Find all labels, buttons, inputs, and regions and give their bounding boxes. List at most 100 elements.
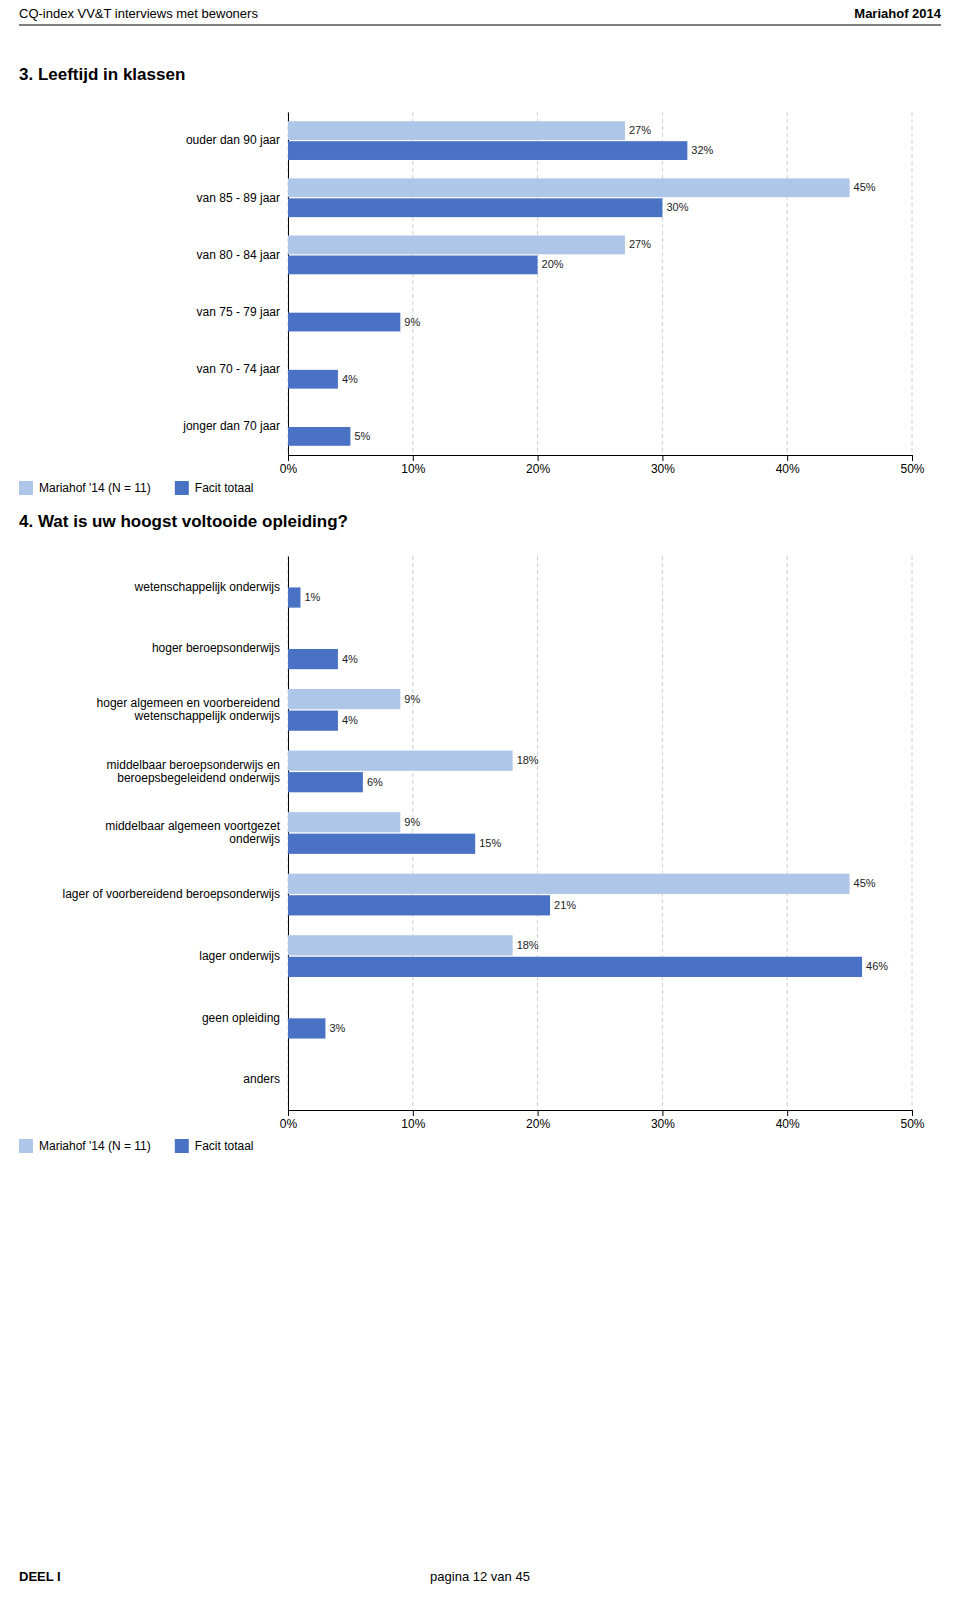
- legend-swatch: [175, 1139, 189, 1153]
- bar: [288, 141, 687, 160]
- bar: [288, 178, 850, 197]
- tick: 50%: [900, 1110, 924, 1131]
- category-label: van 75 - 79 jaar: [197, 305, 280, 319]
- bar: [288, 293, 289, 312]
- grid-line: [662, 556, 663, 1110]
- bar: [288, 834, 475, 854]
- legend-item: Facit totaal: [175, 481, 254, 495]
- tick: 30%: [651, 455, 675, 476]
- tick-label: 10%: [401, 462, 425, 476]
- legend-swatch: [19, 1139, 33, 1153]
- data-label: 9%: [404, 816, 420, 828]
- grid-line: [412, 112, 413, 455]
- bar: [288, 198, 662, 217]
- legend-item: Mariahof '14 (N = 11): [19, 1139, 151, 1153]
- plot: 0% 10% 20% 30% 40% 50% ouder dan 90 jaar van 85…: [182, 112, 925, 476]
- category-label: ouder dan 90 jaar: [186, 133, 280, 147]
- tick-label: 40%: [776, 462, 800, 476]
- grid: [288, 112, 912, 455]
- bar: [288, 350, 289, 369]
- tick-mark: [787, 1110, 788, 1116]
- tick-label: 30%: [651, 462, 675, 476]
- grid: [288, 556, 912, 1110]
- data-label: 6%: [367, 776, 383, 788]
- grid-line: [412, 556, 413, 1110]
- data-labels: 27%45%27%32%30%20%9%4%5%: [342, 124, 876, 442]
- tick-label: 0%: [280, 462, 298, 476]
- tick-label: 50%: [900, 1117, 924, 1131]
- chart-title: 3. Leeftijd in klassen: [19, 65, 185, 84]
- category-label: hoger beroepsonderwijs: [152, 641, 280, 655]
- tick: 0%: [280, 1110, 298, 1131]
- bar: [288, 1018, 325, 1038]
- plot: 0%10%20%30%40%50%wetenschappelijk onderw…: [63, 556, 925, 1131]
- category-label: hoger algemeen en voorbereidendwetenscha…: [97, 696, 280, 723]
- page-header-left: CQ-index VV&T interviews met bewoners: [19, 6, 258, 21]
- page-header-right: Mariahof 2014: [854, 6, 941, 21]
- bar: [288, 427, 350, 446]
- legend-item: Facit totaal: [175, 1139, 254, 1153]
- tick: 40%: [776, 1110, 800, 1131]
- bar: [288, 370, 338, 389]
- bar: [288, 935, 513, 955]
- data-label: 45%: [854, 181, 876, 193]
- category-label: anders: [243, 1072, 280, 1086]
- tick-mark: [413, 1110, 414, 1116]
- legend-swatch: [175, 481, 189, 495]
- bar: [288, 313, 400, 332]
- data-label: 20%: [542, 258, 564, 270]
- data-label: 32%: [691, 144, 713, 156]
- x-axis: 0%10%20%30%40%50%: [280, 1110, 925, 1131]
- bar: [288, 895, 550, 915]
- tick-mark: [662, 455, 663, 461]
- tick: jonger dan 70 jaar: [182, 419, 280, 433]
- legend: Mariahof '14 (N = 11) Facit totaal: [19, 481, 254, 495]
- tick: 20%: [526, 455, 550, 476]
- tick: middelbaar algemeen voortgezetonderwijs: [105, 819, 280, 846]
- tick-label: 40%: [776, 1117, 800, 1131]
- data-label: 27%: [629, 124, 651, 136]
- tick-mark: [538, 1110, 539, 1116]
- category-label: wetenschappelijk onderwijs: [134, 580, 280, 594]
- category-label: jonger dan 70 jaar: [182, 419, 280, 433]
- legend-item: Mariahof '14 (N = 11): [19, 481, 151, 495]
- tick: 50%: [900, 455, 924, 476]
- tick-label: 0%: [280, 1117, 298, 1131]
- bar: [288, 812, 400, 832]
- tick-label: 50%: [900, 462, 924, 476]
- grid-line: [288, 112, 289, 455]
- tick-mark: [787, 455, 788, 461]
- data-label: 5%: [354, 430, 370, 442]
- bar: [288, 121, 625, 140]
- axis-line: [288, 113, 289, 456]
- tick-mark: [413, 455, 414, 461]
- header-rule: [19, 25, 941, 26]
- grid-line: [537, 112, 538, 455]
- bar: [288, 1080, 289, 1100]
- tick: van 70 - 74 jaar: [197, 362, 280, 376]
- tick: 40%: [776, 455, 800, 476]
- data-label: 9%: [404, 316, 420, 328]
- legend-label: Mariahof '14 (N = 11): [39, 481, 151, 495]
- tick: 20%: [526, 1110, 550, 1131]
- tick-mark: [912, 455, 913, 461]
- axis-line: [289, 1111, 913, 1117]
- tick: van 75 - 79 jaar: [197, 305, 280, 319]
- tick: van 85 - 89 jaar: [197, 191, 280, 205]
- bar: [288, 256, 538, 275]
- bar: [288, 236, 625, 255]
- tick: middelbaar beroepsonderwijs enberoepsbeg…: [107, 758, 280, 785]
- grid-line: [912, 556, 913, 1110]
- tick-mark: [288, 455, 289, 461]
- bar: [288, 1058, 289, 1078]
- y-axis: wetenschappelijk onderwijs hoger beroepso…: [63, 557, 289, 1111]
- tick-label: 20%: [526, 1117, 550, 1131]
- bar: [288, 874, 850, 894]
- tick: 10%: [401, 455, 425, 476]
- tick: hoger beroepsonderwijs: [152, 641, 280, 655]
- page: CQ-index VV&T interviews met bewoners Mar…: [0, 0, 960, 1597]
- y-axis: ouder dan 90 jaarvan 85 - 89 jaarvan 80 …: [182, 113, 288, 456]
- data-label: 9%: [404, 693, 420, 705]
- grid-line: [787, 556, 788, 1110]
- tick: wetenschappelijk onderwijs: [134, 580, 280, 594]
